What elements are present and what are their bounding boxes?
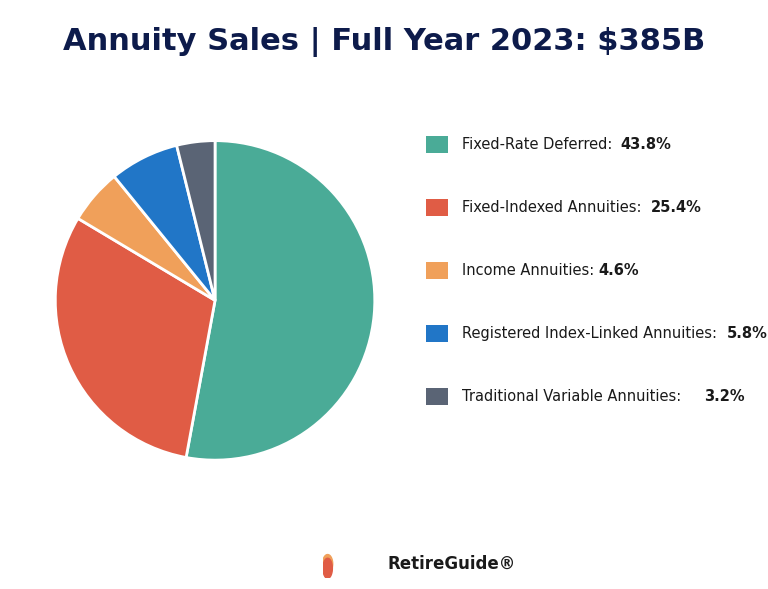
Wedge shape	[177, 141, 215, 300]
Text: 25.4%: 25.4%	[651, 200, 702, 215]
Text: RetireGuide®: RetireGuide®	[388, 555, 516, 573]
Text: Registered Index-Linked Annuities:: Registered Index-Linked Annuities:	[462, 326, 721, 341]
Text: 4.6%: 4.6%	[598, 263, 639, 278]
Text: 3.2%: 3.2%	[704, 389, 745, 404]
Text: Income Annuities:: Income Annuities:	[462, 263, 598, 278]
Text: Fixed-Indexed Annuities:: Fixed-Indexed Annuities:	[462, 200, 646, 215]
Text: 5.8%: 5.8%	[727, 326, 768, 341]
Wedge shape	[78, 177, 215, 300]
Wedge shape	[186, 141, 375, 460]
Text: Annuity Sales | Full Year 2023: $385B: Annuity Sales | Full Year 2023: $385B	[63, 27, 705, 57]
Text: Fixed-Rate Deferred:: Fixed-Rate Deferred:	[462, 137, 617, 152]
Text: 43.8%: 43.8%	[621, 137, 672, 152]
Polygon shape	[323, 555, 333, 573]
Polygon shape	[323, 558, 333, 578]
Text: Traditional Variable Annuities:: Traditional Variable Annuities:	[462, 389, 686, 404]
Wedge shape	[55, 219, 215, 458]
Wedge shape	[114, 145, 215, 300]
